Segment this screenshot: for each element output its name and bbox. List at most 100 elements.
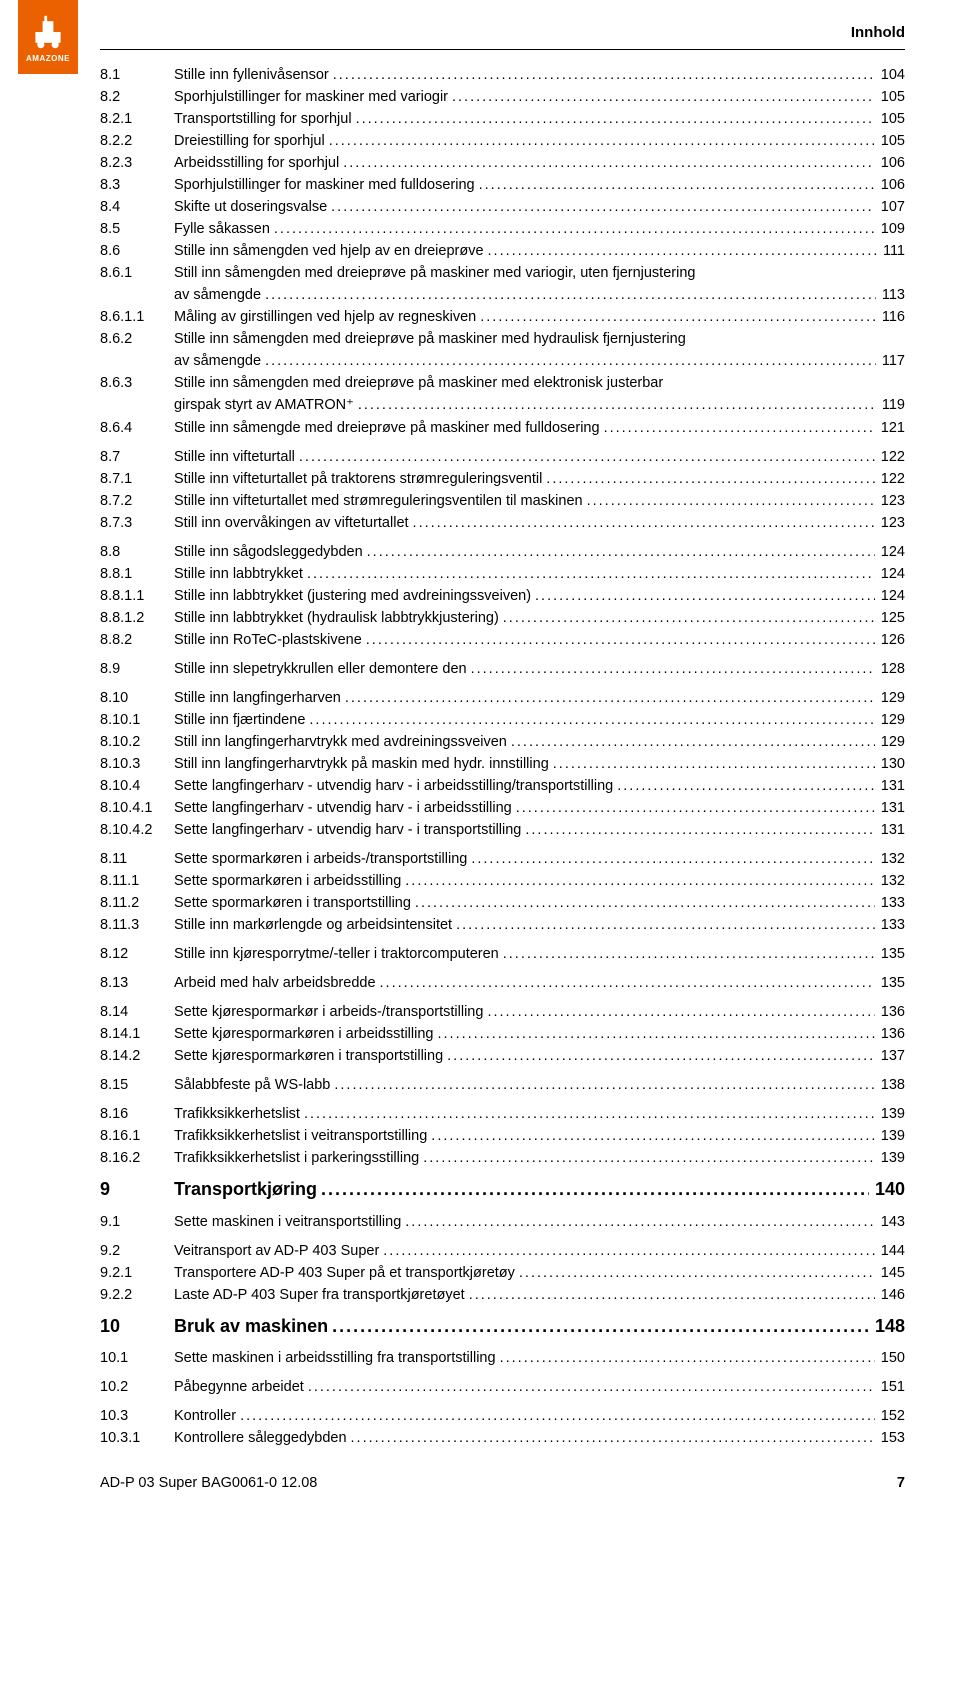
toc-page-number: 135 — [875, 943, 905, 965]
toc-section-title: av såmengde — [174, 284, 876, 306]
toc-section-title: Trafikksikkerhetslist — [174, 1103, 875, 1125]
toc-section-number: 8.6 — [100, 240, 174, 262]
toc-chapter-entry: 9Transportkjøring140 — [100, 1176, 905, 1203]
toc-section-title: Sette kjørespormarkør i arbeids-/transpo… — [174, 1001, 875, 1023]
toc-entry: 8.11.2Sette spormarkøren i transportstil… — [100, 892, 905, 914]
toc-section-title: Sette maskinen i veitransportstilling — [174, 1211, 875, 1233]
toc-entry: 8.10.4.2Sette langfingerharv - utvendig … — [100, 819, 905, 841]
toc-section-title: Trafikksikkerhetslist i parkeringsstilli… — [174, 1147, 875, 1169]
toc-entry: 8.8.2Stille inn RoTeC-plastskivene126 — [100, 629, 905, 651]
toc-entry-continuation: av såmengde113 — [100, 284, 905, 306]
toc-page-number: 150 — [875, 1347, 905, 1369]
toc-page-number: 124 — [875, 541, 905, 563]
toc-section-title: Veitransport av AD-P 403 Super — [174, 1240, 875, 1262]
toc-section-number: 10.3 — [100, 1405, 174, 1427]
toc-section-title: Sette kjørespormarkøren i transportstill… — [174, 1045, 875, 1067]
toc-section-number: 8.14.2 — [100, 1045, 174, 1067]
toc-section-title: Sette langfingerharv - utvendig harv - i… — [174, 819, 875, 841]
toc-section-title: Fylle såkassen — [174, 218, 875, 240]
toc-page-number: 128 — [875, 658, 905, 680]
toc-entry: 8.11.3Stille inn markørlengde og arbeids… — [100, 914, 905, 936]
toc-entry: 8.6.1.1Måling av girstillingen ved hjelp… — [100, 306, 905, 328]
toc-entry: 8.7Stille inn vifteturtall122 — [100, 446, 905, 468]
toc-page-number: 146 — [875, 1284, 905, 1306]
toc-section-title: Stille inn fyllenivåsensor — [174, 64, 875, 86]
toc-page-number: 131 — [875, 797, 905, 819]
toc-section-number: 8.2 — [100, 86, 174, 108]
toc-section-number: 8.8.1.2 — [100, 607, 174, 629]
toc-section-number: 8.10.3 — [100, 753, 174, 775]
toc-section-title: Sette spormarkøren i transportstilling — [174, 892, 875, 914]
toc-section-title: Arbeid med halv arbeidsbredde — [174, 972, 875, 994]
toc-entry: 8.8.1.2Stille inn labbtrykket (hydraulis… — [100, 607, 905, 629]
toc-section-number: 9.2.2 — [100, 1284, 174, 1306]
toc-section-title: Kontroller — [174, 1405, 875, 1427]
toc-page-number: 105 — [875, 130, 905, 152]
toc-section-number: 10.2 — [100, 1376, 174, 1398]
toc-section-title: Dreiestilling for sporhjul — [174, 130, 875, 152]
toc-section-number: 8.2.2 — [100, 130, 174, 152]
toc-entry: 8.10Stille inn langfingerharven129 — [100, 687, 905, 709]
toc-section-number: 8.6.2 — [100, 328, 174, 350]
toc-section-number: 8.10.1 — [100, 709, 174, 731]
toc-section-title: Sette spormarkøren i arbeidsstilling — [174, 870, 875, 892]
toc-entry: 8.6.4Stille inn såmengde med dreieprøve … — [100, 417, 905, 439]
toc-chapter-entry: 10Bruk av maskinen148 — [100, 1313, 905, 1340]
toc-page-number: 140 — [869, 1176, 905, 1203]
toc-entry: 8.11.1Sette spormarkøren i arbeidsstilli… — [100, 870, 905, 892]
toc-page-number: 109 — [875, 218, 905, 240]
toc-page-number: 148 — [869, 1313, 905, 1340]
toc-section-number: 9.2 — [100, 1240, 174, 1262]
toc-page-number: 122 — [875, 468, 905, 490]
toc-entry: 8.8Stille inn sågodsleggedybden124 — [100, 541, 905, 563]
toc-section-number: 8.1 — [100, 64, 174, 86]
toc-page-number: 106 — [875, 152, 905, 174]
toc-entry: 8.10.1Stille inn fjærtindene129 — [100, 709, 905, 731]
toc-section-number: 10.3.1 — [100, 1427, 174, 1449]
toc-entry: 8.9Stille inn slepetrykkrullen eller dem… — [100, 658, 905, 680]
toc-entry: 8.16.2Trafikksikkerhetslist i parkerings… — [100, 1147, 905, 1169]
toc-section-number: 10.1 — [100, 1347, 174, 1369]
toc-section-title: Bruk av maskinen — [174, 1313, 869, 1340]
toc-entry: 8.10.4.1Sette langfingerharv - utvendig … — [100, 797, 905, 819]
toc-entry: 8.7.1Stille inn vifteturtallet på trakto… — [100, 468, 905, 490]
toc-section-number: 9 — [100, 1176, 174, 1203]
toc-entry: 9.2Veitransport av AD-P 403 Super144 — [100, 1240, 905, 1262]
toc-entry: 10.3.1Kontrollere såleggedybden153 — [100, 1427, 905, 1449]
toc-entry: 8.2Sporhjulstillinger for maskiner med v… — [100, 86, 905, 108]
toc-section-title: Still inn langfingerharvtrykk på maskin … — [174, 753, 875, 775]
toc-entry: 8.5Fylle såkassen109 — [100, 218, 905, 240]
toc-entry: 8.10.2Still inn langfingerharvtrykk med … — [100, 731, 905, 753]
toc-section-title: Arbeidsstilling for sporhjul — [174, 152, 875, 174]
toc-entry: 10.3Kontroller152 — [100, 1405, 905, 1427]
toc-section-number: 8.4 — [100, 196, 174, 218]
toc-page-number: 107 — [875, 196, 905, 218]
toc-section-title: Still inn såmengden med dreieprøve på ma… — [174, 262, 905, 284]
toc-section-number: 8.14 — [100, 1001, 174, 1023]
toc-section-title: Transportere AD-P 403 Super på et transp… — [174, 1262, 875, 1284]
toc-section-title: Måling av girstillingen ved hjelp av reg… — [174, 306, 876, 328]
toc-section-number: 8.10.4 — [100, 775, 174, 797]
toc-entry: 10.2Påbegynne arbeidet151 — [100, 1376, 905, 1398]
toc-page-number: 151 — [875, 1376, 905, 1398]
toc-section-number: 8.6.1 — [100, 262, 174, 284]
toc-section-number: 8.11.3 — [100, 914, 174, 936]
toc-page-number: 123 — [875, 490, 905, 512]
toc-page-number: 124 — [875, 563, 905, 585]
toc-section-title: Stille inn markørlengde og arbeidsintens… — [174, 914, 875, 936]
toc-section-title: Stille inn sågodsleggedybden — [174, 541, 875, 563]
toc-page-number: 153 — [875, 1427, 905, 1449]
toc-entry: 8.6.3Stille inn såmengden med dreieprøve… — [100, 372, 905, 394]
toc-entry: 8.16.1Trafikksikkerhetslist i veitranspo… — [100, 1125, 905, 1147]
toc-section-title: Sette spormarkøren i arbeids-/transports… — [174, 848, 875, 870]
toc-section-title: Stille inn såmengden ved hjelp av en dre… — [174, 240, 877, 262]
toc-entry: 8.4Skifte ut doseringsvalse107 — [100, 196, 905, 218]
toc-section-number: 8.7 — [100, 446, 174, 468]
toc-section-title: Sette langfingerharv - utvendig harv - i… — [174, 797, 875, 819]
toc-entry-continuation: girspak styrt av AMATRON⁺119 — [100, 394, 905, 416]
toc-section-title: Stille inn labbtrykket (justering med av… — [174, 585, 875, 607]
toc-entry: 8.15Sålabbfeste på WS-labb138 — [100, 1074, 905, 1096]
toc-page-number: 129 — [875, 709, 905, 731]
toc-page-number: 139 — [875, 1103, 905, 1125]
toc-section-number: 8.8 — [100, 541, 174, 563]
